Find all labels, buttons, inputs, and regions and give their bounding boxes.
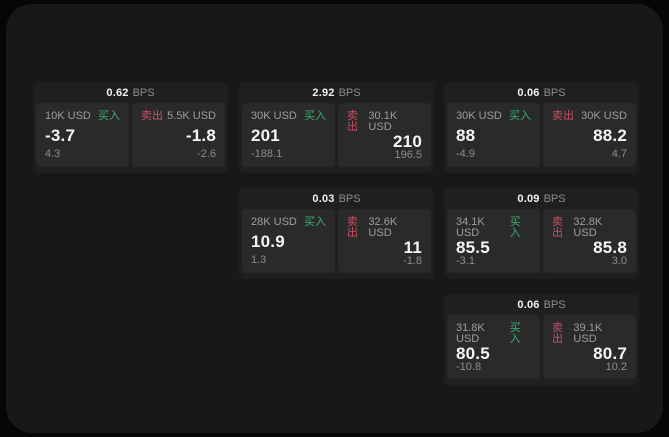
buy-amount: 30K USD <box>251 110 297 122</box>
buy-side-label: 买入 <box>304 110 326 122</box>
bps-unit-label: BPS <box>543 298 566 311</box>
spread-value: 0.03 <box>312 192 335 205</box>
spread-value: 0.06 <box>517 298 540 311</box>
buy-price: -3.7 <box>45 126 76 145</box>
bps-unit-label: BPS <box>132 86 155 99</box>
buy-amount: 34.1K USD <box>456 216 485 239</box>
buy-delta: -188.1 <box>251 148 283 160</box>
buy-delta: -4.9 <box>456 148 475 160</box>
sell-price: 80.7 <box>593 344 627 363</box>
spread-value: 0.06 <box>517 86 540 99</box>
sell-amount: 30K USD <box>581 110 627 122</box>
sell-delta: 10.2 <box>605 361 627 373</box>
sell-amount: 39.1K USD <box>573 322 603 345</box>
buy-price: 88 <box>456 126 476 145</box>
sell-price: 85.8 <box>593 238 627 257</box>
spread-header: 0.03 BPS <box>239 188 434 209</box>
bps-unit-label: BPS <box>543 86 566 99</box>
buy-button[interactable]: 31.8K USD 买入 80.5 -10.8 <box>447 315 540 379</box>
buy-price: 80.5 <box>456 344 490 363</box>
spread-value: 2.92 <box>312 86 335 99</box>
sell-button[interactable]: 卖出 5.5K USD -1.8 -2.6 <box>132 103 225 167</box>
sell-delta: 196.5 <box>394 149 422 161</box>
sell-price: 11 <box>403 238 422 257</box>
spread-header: 2.92 BPS <box>239 82 434 103</box>
sell-amount: 30.1K USD <box>368 110 398 133</box>
sell-amount: 32.8K USD <box>573 216 603 239</box>
bps-unit-label: BPS <box>338 86 361 99</box>
sell-price: -1.8 <box>185 126 216 145</box>
main-panel: 0.62 BPS 10K USD 买入 -3.7 4.3 卖出 5.5K USD… <box>6 4 663 433</box>
spread-header: 0.09 BPS <box>444 188 639 209</box>
buy-side-label: 买入 <box>98 110 120 122</box>
sell-delta: 4.7 <box>611 148 627 160</box>
buy-side-label: 买入 <box>304 216 326 228</box>
sell-side-label: 卖出 <box>347 216 358 239</box>
price-tile: 0.62 BPS 10K USD 买入 -3.7 4.3 卖出 5.5K USD… <box>33 82 228 173</box>
buy-delta: 4.3 <box>45 148 61 160</box>
buy-button[interactable]: 10K USD 买入 -3.7 4.3 <box>36 103 129 167</box>
sell-price: 210 <box>393 132 422 151</box>
buy-price: 10.9 <box>251 232 285 251</box>
sell-button[interactable]: 卖出 30.1K USD 210 196.5 <box>338 103 431 167</box>
sell-amount: 32.6K USD <box>368 216 398 239</box>
price-tile: 0.09 BPS 34.1K USD 买入 85.5 -3.1 卖出 32.8K… <box>444 188 639 279</box>
sell-button[interactable]: 卖出 32.8K USD 85.8 3.0 <box>543 209 636 273</box>
spread-header: 0.06 BPS <box>444 82 639 103</box>
buy-amount: 10K USD <box>45 110 91 122</box>
sell-delta: -2.6 <box>197 148 216 160</box>
sell-button[interactable]: 卖出 32.6K USD 11 -1.8 <box>338 209 431 273</box>
bps-unit-label: BPS <box>543 192 566 205</box>
sell-delta: 3.0 <box>611 255 627 267</box>
sell-side-label: 卖出 <box>552 216 563 239</box>
sell-button[interactable]: 卖出 30K USD 88.2 4.7 <box>543 103 636 167</box>
buy-button[interactable]: 30K USD 买入 88 -4.9 <box>447 103 540 167</box>
bps-unit-label: BPS <box>338 192 361 205</box>
buy-price: 201 <box>251 126 280 145</box>
spread-value: 0.62 <box>106 86 129 99</box>
buy-delta: -3.1 <box>456 255 475 267</box>
buy-amount: 28K USD <box>251 216 297 228</box>
price-tile: 0.03 BPS 28K USD 买入 10.9 1.3 卖出 32.6K US… <box>239 188 434 279</box>
sell-side-label: 卖出 <box>552 322 563 345</box>
spread-value: 0.09 <box>517 192 540 205</box>
buy-delta: -10.8 <box>456 361 482 373</box>
sell-price: 88.2 <box>593 126 627 145</box>
buy-price: 85.5 <box>456 238 490 257</box>
price-tile: 2.92 BPS 30K USD 买入 201 -188.1 卖出 30.1K … <box>239 82 434 173</box>
buy-delta: 1.3 <box>251 254 267 266</box>
buy-button[interactable]: 34.1K USD 买入 85.5 -3.1 <box>447 209 540 273</box>
buy-side-label: 买入 <box>509 216 521 239</box>
buy-button[interactable]: 30K USD 买入 201 -188.1 <box>242 103 335 167</box>
spread-header: 0.06 BPS <box>444 294 639 315</box>
sell-side-label: 卖出 <box>347 110 358 133</box>
buy-side-label: 买入 <box>509 110 531 122</box>
price-tile: 0.06 BPS 30K USD 买入 88 -4.9 卖出 30K USD 8… <box>444 82 639 173</box>
sell-amount: 5.5K USD <box>167 110 216 122</box>
buy-amount: 31.8K USD <box>456 322 485 345</box>
sell-side-label: 卖出 <box>552 110 574 122</box>
spread-header: 0.62 BPS <box>33 82 228 103</box>
sell-side-label: 卖出 <box>141 110 163 122</box>
sell-button[interactable]: 卖出 39.1K USD 80.7 10.2 <box>543 315 636 379</box>
price-tile: 0.06 BPS 31.8K USD 买入 80.5 -10.8 卖出 39.1… <box>444 294 639 385</box>
buy-button[interactable]: 28K USD 买入 10.9 1.3 <box>242 209 335 273</box>
sell-delta: -1.8 <box>403 255 422 267</box>
buy-amount: 30K USD <box>456 110 502 122</box>
buy-side-label: 买入 <box>509 322 521 345</box>
